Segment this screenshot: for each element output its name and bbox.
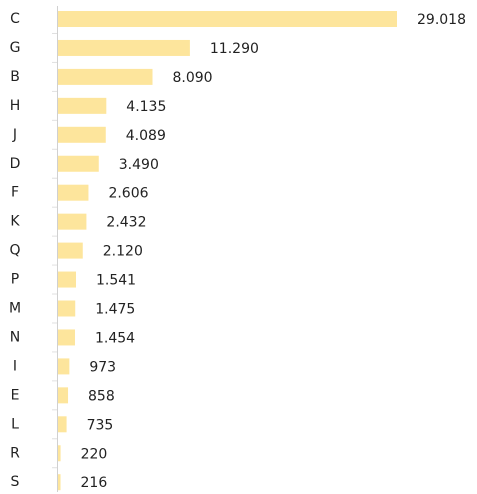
y-tick-label: N — [10, 329, 20, 345]
bar — [58, 329, 75, 346]
y-tick-label: E — [11, 387, 20, 403]
bar — [58, 416, 67, 433]
y-tick-label: D — [10, 156, 21, 172]
y-tick-label: R — [10, 445, 20, 461]
y-tick-label: G — [10, 40, 21, 56]
value-label: 2.432 — [106, 215, 146, 231]
bar — [58, 39, 190, 56]
bar — [58, 126, 106, 143]
bar — [58, 358, 70, 375]
value-label: 1.541 — [96, 273, 136, 289]
bar — [58, 97, 107, 114]
value-label: 216 — [81, 475, 108, 491]
value-label: 11.290 — [210, 41, 259, 57]
bar — [58, 445, 61, 462]
y-tick-label: F — [11, 185, 19, 201]
value-label: 858 — [88, 388, 115, 404]
bar — [58, 271, 77, 288]
value-label: 4.089 — [126, 128, 166, 144]
bar — [58, 155, 99, 172]
y-tick-label: L — [11, 416, 19, 432]
value-label: 1.454 — [95, 330, 135, 346]
bar — [58, 184, 89, 201]
bar — [58, 242, 83, 259]
y-tick-label: M — [9, 301, 21, 317]
y-tick-label: Q — [9, 243, 20, 259]
bar — [58, 300, 76, 317]
y-tick-label: J — [12, 127, 17, 143]
value-label: 3.490 — [119, 157, 159, 173]
y-tick-label: K — [10, 214, 20, 230]
bar — [58, 387, 69, 404]
value-label: 735 — [87, 417, 114, 433]
value-label: 220 — [81, 446, 108, 462]
bar — [58, 474, 61, 491]
y-tick-label: S — [11, 474, 20, 490]
value-label: 8.090 — [173, 70, 213, 86]
bar — [58, 68, 153, 85]
value-label: 29.018 — [417, 12, 466, 28]
value-label: 973 — [89, 359, 116, 375]
bar — [58, 213, 87, 230]
y-tick-label: I — [13, 358, 17, 374]
value-label: 4.135 — [126, 99, 166, 115]
y-tick-label: B — [10, 69, 20, 85]
bar — [58, 11, 397, 27]
value-label: 2.120 — [103, 244, 143, 260]
y-tick-label: C — [10, 11, 20, 27]
value-label: 1.475 — [95, 302, 135, 318]
y-tick-label: H — [10, 98, 21, 114]
y-tick-label: P — [11, 272, 19, 288]
value-label: 2.606 — [108, 186, 148, 202]
